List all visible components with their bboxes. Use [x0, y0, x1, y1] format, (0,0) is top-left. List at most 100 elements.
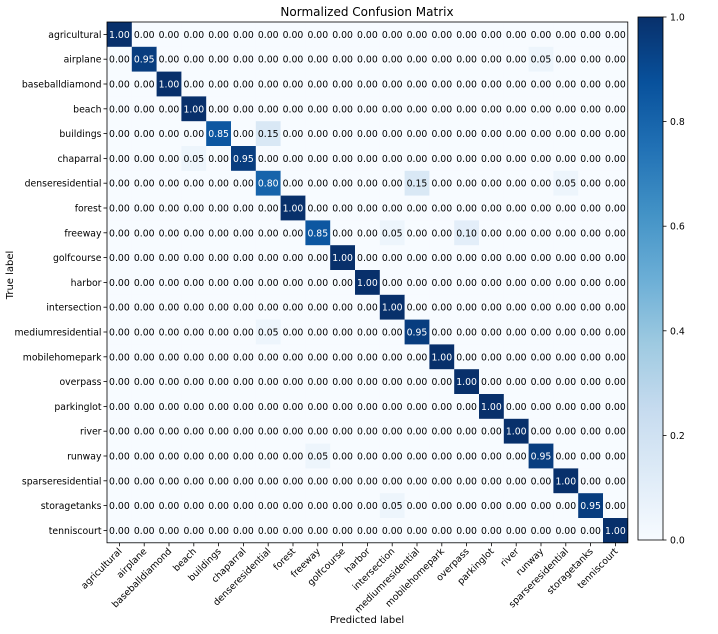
cell-value-label: 0.00	[208, 402, 229, 413]
cell-value-label: 0.00	[258, 427, 279, 438]
heatmap-cell	[404, 294, 430, 320]
heatmap-cell	[107, 270, 133, 296]
heatmap-cell	[107, 96, 133, 122]
cell-value-label: 0.00	[134, 377, 155, 388]
cell-value-label: 0.00	[109, 427, 130, 438]
heatmap-cell	[603, 245, 629, 271]
cell-value-label: 0.00	[580, 204, 601, 215]
heatmap-cell	[429, 369, 455, 395]
heatmap-cell	[528, 394, 554, 420]
cell-value-label: 0.00	[431, 228, 452, 239]
heatmap-cell	[131, 96, 157, 122]
heatmap-cell	[404, 96, 430, 122]
heatmap-cell	[107, 71, 133, 97]
cell-value-label: 0.00	[456, 526, 477, 537]
cell-value-label: 0.00	[605, 452, 626, 463]
cell-value-label: 0.00	[307, 303, 328, 314]
cell-value-label: 0.00	[283, 501, 304, 512]
cell-value-label: 0.00	[332, 303, 353, 314]
heatmap-cell	[330, 96, 356, 122]
heatmap-cell	[429, 195, 455, 221]
cell-value-label: 0.00	[233, 352, 254, 363]
cell-value-label: 0.00	[605, 427, 626, 438]
heatmap-cell	[379, 468, 405, 494]
cell-value-label: 0.00	[357, 228, 378, 239]
heatmap-cell	[578, 46, 604, 72]
cell-value-label: 0.00	[580, 427, 601, 438]
heatmap-cell	[479, 443, 505, 469]
cell-value-label: 0.00	[605, 228, 626, 239]
y-axis-label: True label	[5, 251, 16, 301]
heatmap-cell	[330, 22, 356, 48]
cell-value-label: 0.00	[159, 526, 180, 537]
heatmap-cell	[231, 22, 257, 48]
heatmap-cell	[181, 418, 207, 444]
cell-value-label: 0.00	[183, 228, 204, 239]
cell-value-label: 0.00	[431, 402, 452, 413]
cell-value-label: 0.00	[159, 204, 180, 215]
heatmap-cell	[603, 394, 629, 420]
cell-value-label: 0.00	[456, 30, 477, 41]
cell-value-label: 0.05	[183, 154, 204, 165]
cell-value-label: 0.00	[134, 228, 155, 239]
heatmap-cell	[429, 22, 455, 48]
heatmap-cell	[503, 170, 529, 196]
heatmap-cell	[355, 319, 381, 345]
cell-value-label: 0.00	[307, 501, 328, 512]
cell-value-label: 0.00	[307, 129, 328, 140]
heatmap-cell	[404, 71, 430, 97]
cell-value-label: 0.00	[456, 80, 477, 91]
heatmap-cell	[479, 96, 505, 122]
cell-value-label: 0.00	[258, 476, 279, 487]
cell-value-label: 0.00	[258, 526, 279, 537]
cell-value-label: 0.05	[382, 501, 403, 512]
heatmap-cell	[355, 245, 381, 271]
heatmap-cell	[479, 518, 505, 544]
cell-value-label: 0.00	[208, 204, 229, 215]
cell-value-label: 0.00	[431, 501, 452, 512]
cell-value-label: 0.00	[605, 278, 626, 289]
cell-value-label: 0.00	[183, 129, 204, 140]
cell-value-label: 0.00	[382, 179, 403, 190]
heatmap-cell	[355, 96, 381, 122]
y-tick-label: storagetanks	[41, 501, 102, 512]
cell-value-label: 0.00	[307, 179, 328, 190]
heatmap-cell	[330, 146, 356, 172]
cell-value-label: 0.00	[208, 352, 229, 363]
cell-value-label: 0.00	[307, 377, 328, 388]
cell-value-label: 0.00	[456, 501, 477, 512]
heatmap-cell	[479, 195, 505, 221]
heatmap-cell	[429, 96, 455, 122]
heatmap-cell	[603, 418, 629, 444]
heatmap-cell	[503, 22, 529, 48]
heatmap-cell	[330, 418, 356, 444]
cell-value-label: 0.00	[109, 278, 130, 289]
heatmap-cell	[181, 195, 207, 221]
heatmap-cell	[379, 443, 405, 469]
heatmap-cell	[578, 294, 604, 320]
heatmap-cell	[231, 294, 257, 320]
cell-value-label: 0.00	[531, 352, 552, 363]
heatmap-cell	[454, 468, 480, 494]
cell-value-label: 0.00	[357, 253, 378, 264]
cell-value-label: 0.00	[134, 328, 155, 339]
heatmap-cell	[503, 294, 529, 320]
cell-value-label: 0.00	[283, 129, 304, 140]
heatmap-cell	[280, 369, 306, 395]
heatmap-cell	[280, 493, 306, 519]
cell-value-label: 0.00	[382, 352, 403, 363]
cell-value-label: 0.00	[531, 278, 552, 289]
cell-value-label: 0.00	[555, 352, 576, 363]
cell-value-label: 0.00	[580, 80, 601, 91]
cell-value-label: 0.00	[208, 377, 229, 388]
heatmap-cell	[528, 493, 554, 519]
cell-value-label: 0.00	[283, 104, 304, 115]
heatmap-cell	[379, 394, 405, 420]
heatmap-cell	[255, 294, 281, 320]
cell-value-label: 0.00	[332, 476, 353, 487]
heatmap-cell	[479, 46, 505, 72]
cell-value-label: 0.00	[580, 278, 601, 289]
cell-value-label: 0.00	[233, 278, 254, 289]
heatmap-cell	[181, 369, 207, 395]
heatmap-cell	[206, 170, 232, 196]
